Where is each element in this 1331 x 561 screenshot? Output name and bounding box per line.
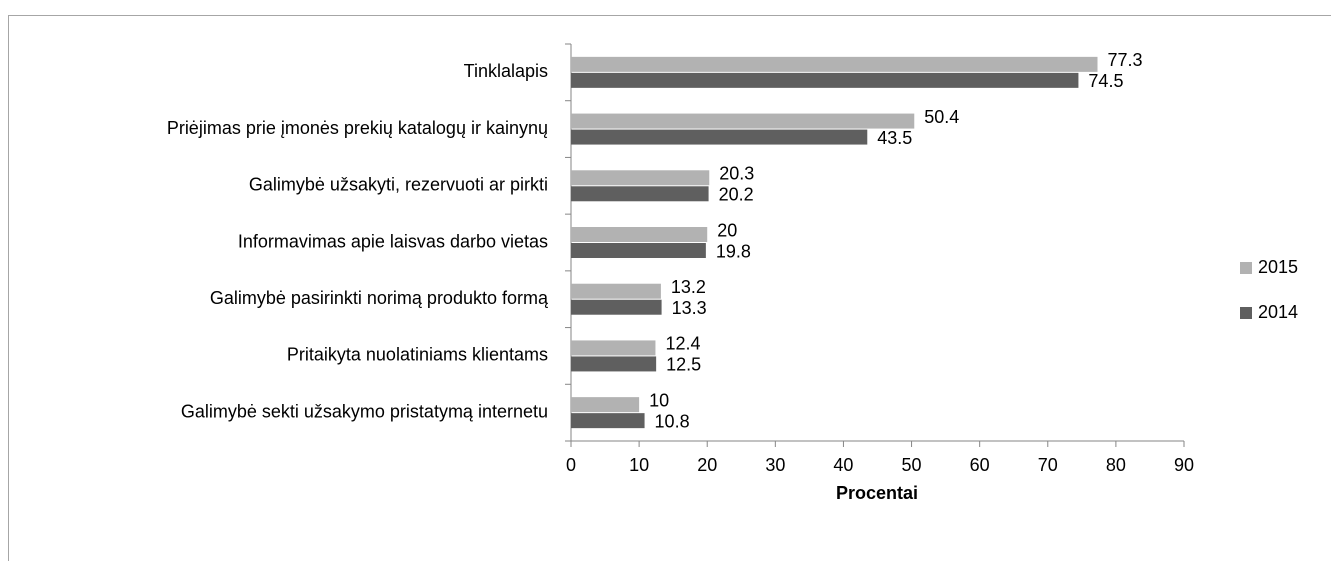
x-tick-label: 90: [1174, 455, 1194, 475]
value-label: 12.4: [665, 334, 700, 354]
bar: [571, 283, 661, 299]
category-label: Pritaikyta nuolatiniams klientams: [287, 345, 548, 365]
value-label: 12.5: [666, 355, 701, 375]
bar: [571, 56, 1098, 72]
value-label: 19.8: [716, 241, 751, 261]
category-label: Informavimas apie laisvas darbo vietas: [238, 231, 548, 251]
x-tick-label: 20: [697, 455, 717, 475]
category-label: Priėjimas prie įmonės prekių katalogų ir…: [167, 118, 548, 138]
value-label: 74.5: [1088, 71, 1123, 91]
legend-swatch: [1240, 307, 1252, 319]
category-label: Tinklalapis: [464, 61, 548, 81]
legend-label: 2015: [1258, 257, 1298, 277]
bar: [571, 356, 657, 372]
legend-swatch: [1240, 262, 1252, 274]
value-label: 43.5: [877, 128, 912, 148]
legend-label: 2014: [1258, 302, 1298, 322]
bar: [571, 170, 710, 186]
x-tick-label: 80: [1106, 455, 1126, 475]
x-tick-label: 70: [1038, 455, 1058, 475]
x-axis-title: Procentai: [836, 483, 918, 503]
value-label: 50.4: [924, 107, 959, 127]
category-label: Galimybė užsakyti, rezervuoti ar pirkti: [249, 175, 548, 195]
x-tick-label: 50: [902, 455, 922, 475]
category-label: Galimybė pasirinkti norimą produkto form…: [210, 288, 549, 308]
value-label: 13.2: [671, 277, 706, 297]
category-label: Galimybė sekti užsakymo pristatymą inter…: [181, 401, 548, 421]
value-label: 77.3: [1107, 50, 1142, 70]
bar: [571, 299, 662, 315]
value-label: 13.3: [672, 298, 707, 318]
bar: [571, 72, 1079, 88]
bar: [571, 186, 709, 202]
value-label: 20.2: [719, 185, 754, 205]
frame: [8, 15, 1331, 561]
x-tick-label: 10: [629, 455, 649, 475]
x-tick-label: 60: [970, 455, 990, 475]
x-tick-label: 0: [566, 455, 576, 475]
x-tick-label: 30: [765, 455, 785, 475]
value-label: 10.8: [655, 411, 690, 431]
bar: [571, 129, 868, 145]
value-label: 20.3: [719, 164, 754, 184]
bar: [571, 413, 645, 429]
bar: [571, 113, 915, 129]
value-label: 10: [649, 390, 669, 410]
x-tick-label: 40: [833, 455, 853, 475]
bar: [571, 227, 708, 242]
value-label: 20: [717, 220, 737, 240]
bar: [571, 243, 706, 258]
bar: [571, 340, 656, 356]
bar: [571, 397, 640, 413]
